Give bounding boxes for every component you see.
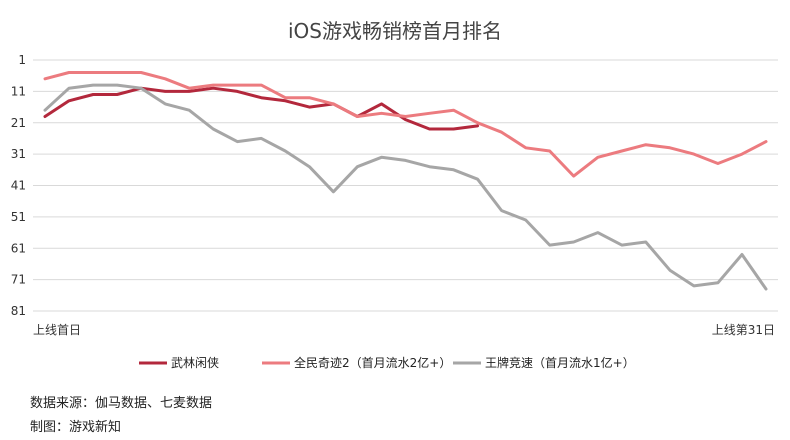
legend-label-3: 王牌竞速（首月流水1亿+） — [485, 355, 635, 370]
grid-lines — [33, 59, 778, 312]
y-tick-label: 21 — [11, 116, 26, 130]
y-tick-label: 1 — [18, 53, 26, 67]
legend-label-2: 全民奇迹2（首月流水2亿+） — [294, 355, 451, 370]
chart-title: iOS游戏畅销榜首月排名 — [288, 19, 502, 43]
series-line-3 — [43, 83, 768, 291]
series-lines — [43, 71, 768, 291]
y-tick-label: 51 — [11, 210, 26, 224]
legend: 武林闲侠 全民奇迹2（首月流水2亿+） 王牌竞速（首月流水1亿+） — [139, 355, 635, 370]
y-tick-label: 61 — [11, 241, 26, 255]
x-start-label: 上线首日 — [33, 323, 81, 337]
series-line-1 — [43, 86, 480, 131]
y-tick-label: 81 — [11, 304, 26, 318]
legend-label-1: 武林闲侠 — [171, 356, 219, 370]
series-line-2 — [43, 71, 768, 178]
data-source-note: 数据来源：伽马数据、七麦数据 — [30, 396, 213, 411]
y-tick-label: 71 — [11, 273, 26, 287]
y-tick-label: 11 — [11, 84, 26, 98]
credit-note: 制图：游戏新知 — [30, 420, 122, 435]
x-end-label: 上线第31日 — [712, 323, 775, 337]
y-tick-label: 31 — [11, 147, 26, 161]
y-tick-label: 41 — [11, 179, 26, 193]
